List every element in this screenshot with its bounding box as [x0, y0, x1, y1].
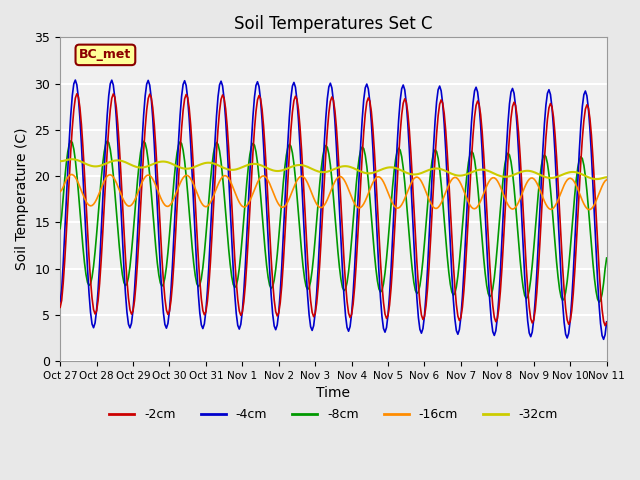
Y-axis label: Soil Temperature (C): Soil Temperature (C) [15, 128, 29, 271]
Text: BC_met: BC_met [79, 48, 132, 61]
Legend: -2cm, -4cm, -8cm, -16cm, -32cm: -2cm, -4cm, -8cm, -16cm, -32cm [104, 403, 563, 426]
Title: Soil Temperatures Set C: Soil Temperatures Set C [234, 15, 433, 33]
X-axis label: Time: Time [316, 386, 350, 400]
